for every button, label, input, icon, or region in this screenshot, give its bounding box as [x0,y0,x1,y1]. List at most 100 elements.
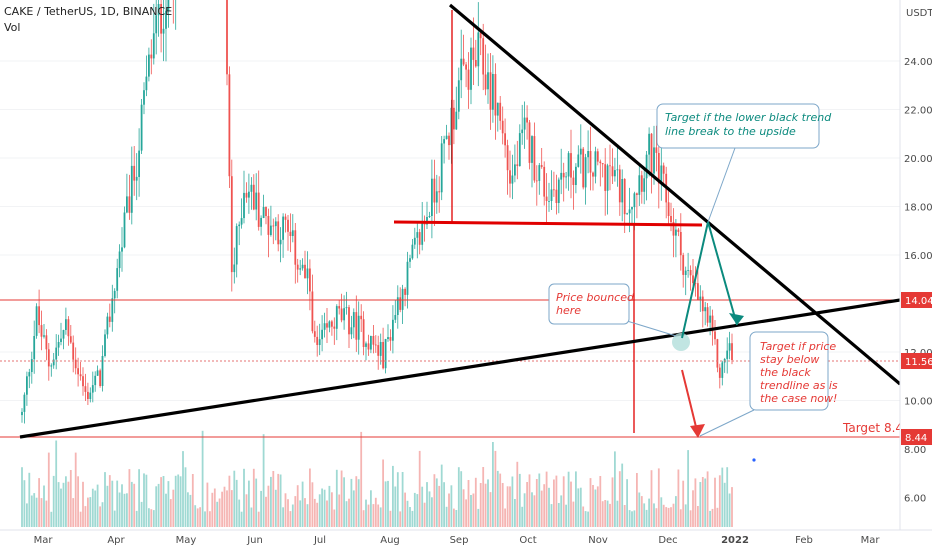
volume-bar [57,482,60,527]
volume-bar [365,499,367,527]
callout-lower-target[interactable] [749,331,829,411]
candle-body [140,104,143,151]
volume-bar [135,510,138,527]
price-axis-unit: USDT [906,8,932,19]
volume-bar [55,440,58,527]
candle-body [350,327,353,335]
price-badge[interactable] [901,292,932,308]
candle-body [653,147,655,174]
volume-bar [704,478,707,527]
callout-upper-text: Target if the lower black trend line bre… [665,111,835,138]
volume-bar [579,487,582,527]
volume-bar [262,434,265,527]
volume-bar [326,500,328,527]
candle-body [521,129,524,134]
candle-body [494,74,497,116]
callout-lower-text: Target if price stay below the black tre… [760,340,841,405]
volume-bar [370,490,372,527]
red-projection[interactable] [681,369,699,436]
candle-body [406,261,409,295]
volume-bar [211,492,214,527]
volume-bar [228,475,231,527]
volume-bar [72,498,75,527]
candle-body [296,264,299,270]
volume-bar [448,493,450,527]
volume-bar [245,494,248,527]
candle-body [631,207,633,210]
volume-bar [538,473,541,527]
candle-body [567,153,570,177]
candle-body [531,136,533,163]
candle-body [501,120,504,134]
price-badge-label: 14.04 [905,296,932,307]
candle-body [540,165,543,167]
support-line[interactable] [393,220,703,227]
volume-bar [562,476,565,527]
candle-body [562,172,565,178]
volume-bar [433,474,436,527]
volume-bar [118,492,121,527]
volume-bar [235,479,238,527]
upper-trendline[interactable] [448,3,902,386]
candle-body [614,170,616,177]
volume-bar [113,510,116,527]
teal-arrow-head [729,313,744,325]
candle-body [467,69,470,90]
candle-body [79,374,82,377]
volume-bar [523,493,526,527]
candle-body [389,337,392,341]
volume-bar [677,469,680,527]
volume-bar [623,505,626,527]
volume-bar [670,507,672,527]
volume-bar [213,488,216,527]
volume-bar [201,430,204,527]
candle-body [692,275,694,283]
candle-body [560,172,563,180]
candle-body [628,209,631,214]
volume-bar [557,503,560,527]
volume-bar [338,494,341,527]
volume-bar [69,470,72,527]
candle-body [511,175,514,184]
price-badge[interactable] [901,353,932,369]
volume-bar [723,482,726,527]
candle-body [721,362,724,378]
candle-body [553,189,555,191]
volume-bar [665,507,668,527]
candle-body [52,359,55,366]
callout-bounce[interactable] [548,283,630,325]
candle-body [411,244,414,259]
candle-body [91,385,94,393]
callout-upper-target[interactable] [656,103,820,149]
bounce-marker[interactable] [672,333,690,351]
candle-body [226,0,228,75]
candle-body [130,165,133,213]
volume-bar [104,472,106,527]
candle-body [379,342,382,356]
candle-body [345,307,348,309]
plot-area[interactable] [0,0,900,530]
volume-bar [435,478,438,527]
volume-bar [692,490,694,527]
callout-bounce-line-2: here [556,304,581,317]
volume-bar [399,511,402,527]
volume-bar [316,502,319,527]
candle-body [160,4,162,34]
volume-bar [352,490,355,527]
volume-bar [535,479,538,527]
price-badge[interactable] [901,429,932,445]
volume-bar [521,506,524,527]
time-axis-ticks[interactable]: Mar Apr May Jun Jul Aug Sep Oct Nov Dec 2022 Feb Mar [34,535,881,546]
candle-body [538,165,541,181]
volume-bar [565,504,567,527]
volume-bar [548,487,550,527]
lower-trendline[interactable] [19,293,932,439]
volume-bar [657,468,660,527]
price-badge-label: 8.44 [905,433,927,444]
candle-body [111,298,114,322]
candle-body [413,237,416,245]
volume-bar [387,480,389,527]
candle-body [162,28,165,34]
volume-bar [40,498,43,527]
